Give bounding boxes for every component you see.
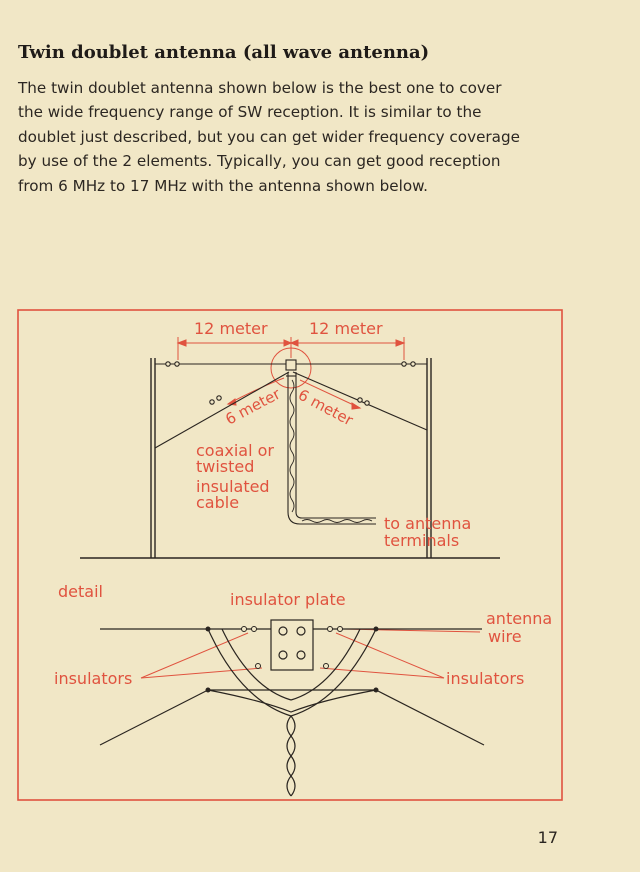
dimension-lines [176,337,406,410]
terminal-label: to antenna terminals [384,514,471,550]
insulators-left-label: insulators [54,669,132,688]
terminal-label-line: to antenna [384,514,471,533]
label-12m-left: 12 meter [194,319,268,338]
cable-label-line: coaxial or [196,441,274,460]
antenna-wire-label-line: antenna [486,609,552,628]
detail-insulators [241,626,343,669]
section-heading: Twin doublet antenna (all wave antenna) [18,42,430,63]
paragraph-line: by use of the 2 elements. Typically, you… [18,152,501,171]
cable-label: coaxial or twisted insulated cable [196,441,274,512]
antenna-wire-label: antenna wire [486,609,552,646]
figure-frame [17,309,563,801]
page-number: 17 [537,828,558,847]
label-12m-right: 12 meter [309,319,383,338]
mast-right [426,358,432,558]
cable-label-line: twisted [196,457,254,476]
terminal-label-line: terminals [384,531,459,550]
paragraph-line: the wide frequency range of SW reception… [18,103,482,122]
insulators-right-label: insulators [446,669,524,688]
intro-paragraph: The twin doublet antenna shown below is … [18,76,618,198]
antenna-wire-label-line: wire [488,627,522,646]
mast-left [150,358,156,558]
paragraph-line: doublet just described, but you can get … [18,127,520,146]
antenna-top-wire [154,359,428,449]
cable-label-line: cable [196,493,239,512]
feed-cable [287,372,376,525]
paragraph-line: The twin doublet antenna shown below is … [18,79,502,97]
detail-nodes [205,626,379,693]
detail-label: detail [58,582,103,601]
paragraph-line: from 6 MHz to 17 MHz with the antenna sh… [18,176,429,195]
insulator-plate [270,619,314,671]
cable-label-line: insulated [196,477,270,496]
insulator-plate-label: insulator plate [230,590,346,609]
